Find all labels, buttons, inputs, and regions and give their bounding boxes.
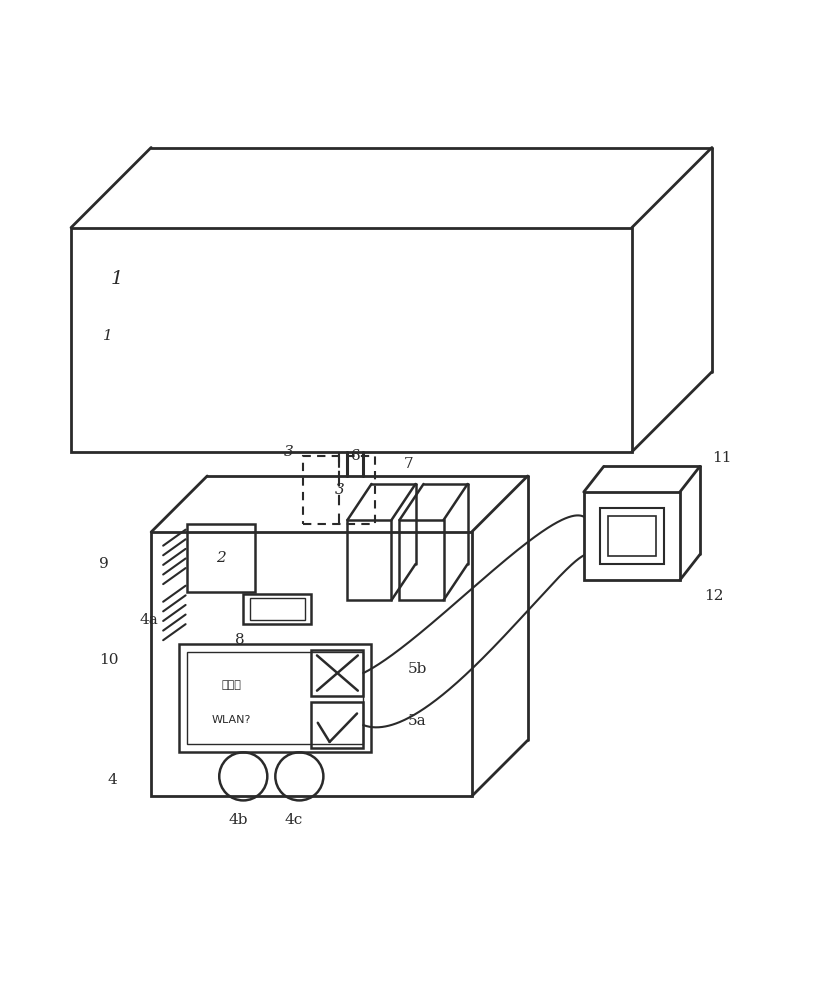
Text: 4a: 4a xyxy=(139,613,158,627)
Text: 9: 9 xyxy=(99,557,109,571)
Bar xyxy=(187,524,255,592)
Text: 4: 4 xyxy=(107,773,117,787)
Text: 3: 3 xyxy=(284,445,293,459)
Bar xyxy=(608,516,656,556)
Bar xyxy=(187,652,363,744)
Bar xyxy=(179,644,372,752)
Bar xyxy=(151,532,472,796)
Text: WLAN?: WLAN? xyxy=(212,715,251,725)
Text: 4b: 4b xyxy=(229,813,249,827)
Bar xyxy=(303,456,376,524)
Bar xyxy=(600,508,664,564)
Text: 连接至: 连接至 xyxy=(222,680,241,690)
Text: 7: 7 xyxy=(403,457,413,471)
Text: 12: 12 xyxy=(704,589,724,603)
Text: 1: 1 xyxy=(103,329,112,343)
Text: 5a: 5a xyxy=(408,714,426,728)
Bar xyxy=(243,594,311,624)
Bar xyxy=(311,650,363,696)
Bar xyxy=(249,598,305,620)
Text: 8: 8 xyxy=(236,633,244,647)
Text: 10: 10 xyxy=(99,653,118,667)
Text: 3: 3 xyxy=(334,483,344,497)
Bar xyxy=(584,492,680,580)
Text: 5b: 5b xyxy=(408,662,427,676)
Text: 6: 6 xyxy=(351,449,361,463)
Bar xyxy=(311,702,363,748)
Text: 4c: 4c xyxy=(285,813,303,827)
Bar xyxy=(347,520,391,600)
Text: 11: 11 xyxy=(712,451,731,465)
Bar xyxy=(399,520,443,600)
Bar xyxy=(71,228,632,452)
Text: 2: 2 xyxy=(216,551,226,565)
Text: 1: 1 xyxy=(111,270,123,288)
